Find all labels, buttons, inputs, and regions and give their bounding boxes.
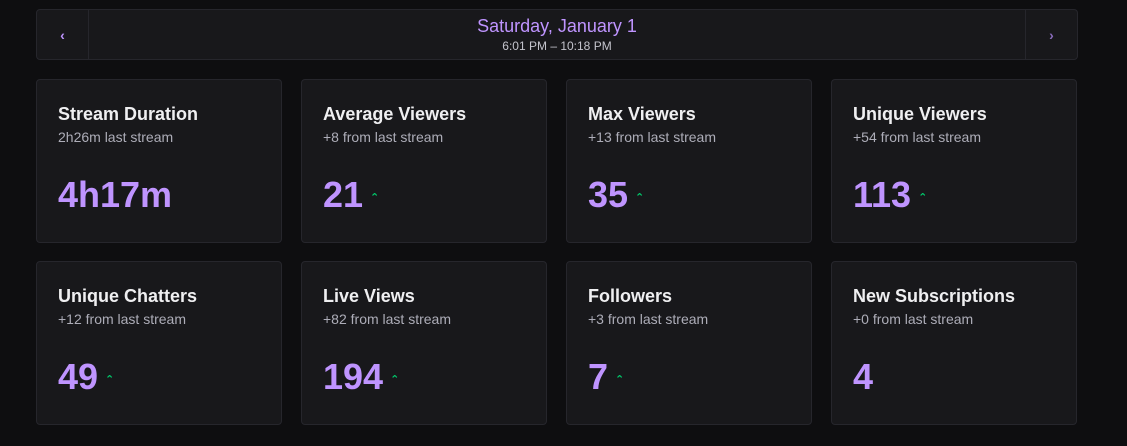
stat-comparison: +82 from last stream [323,311,451,327]
stat-title: Max Viewers [588,104,696,124]
next-stream-button[interactable]: › [1025,10,1077,59]
stat-comparison: +13 from last stream [588,129,716,145]
stat-comparison: +3 from last stream [588,311,709,327]
previous-stream-button[interactable]: ‹ [37,10,89,59]
stat-title: Average Viewers [323,104,467,124]
stat-value: 21 [323,174,364,215]
stat-comparison: +0 from last stream [853,311,974,327]
trend-up-icon: ⌃ [918,192,928,204]
stat-title: New Subscriptions [853,286,1016,306]
stat-value: 7 [588,356,609,397]
date-navigator: ‹ Saturday, January 1 6:01 PM – 10:18 PM… [36,9,1078,60]
stat-card-average-viewers: Average Viewers +8 from last stream 21 ⌃ [301,79,547,243]
stream-date: Saturday, January 1 [477,16,637,36]
stat-card-new-subscriptions: New Subscriptions +0 from last stream 4 [831,261,1077,425]
date-display: Saturday, January 1 6:01 PM – 10:18 PM [89,10,1025,59]
stat-comparison: 2h26m last stream [58,129,174,145]
stat-card-followers: Followers +3 from last stream 7 ⌃ [566,261,812,425]
trend-up-icon: ⌃ [390,374,400,386]
stat-card-max-viewers: Max Viewers +13 from last stream 35 ⌃ [566,79,812,243]
stat-value: 4 [853,356,874,397]
trend-up-icon: ⌃ [105,374,115,386]
stat-value: 194 [323,356,384,397]
stat-comparison: +54 from last stream [853,129,981,145]
chevron-left-icon: ‹ [60,26,65,43]
stat-title: Stream Duration [58,104,199,124]
stats-grid: Stream Duration 2h26m last stream 4h17m … [36,79,1078,425]
stat-value: 113 [853,174,912,215]
stat-title: Live Views [323,286,415,306]
stream-time-range: 6:01 PM – 10:18 PM [502,39,612,53]
stat-value: 35 [588,174,629,215]
stat-comparison: +8 from last stream [323,129,444,145]
stat-comparison: +12 from last stream [58,311,186,327]
trend-up-icon: ⌃ [370,192,380,204]
chevron-right-icon: › [1049,26,1054,43]
trend-up-icon: ⌃ [615,374,625,386]
stat-value: 4h17m [58,174,173,215]
stat-card-unique-chatters: Unique Chatters +12 from last stream 49 … [36,261,282,425]
stat-title: Unique Viewers [853,104,987,124]
stat-card-stream-duration: Stream Duration 2h26m last stream 4h17m [36,79,282,243]
stat-title: Unique Chatters [58,286,198,306]
stat-value: 49 [58,356,99,397]
trend-up-icon: ⌃ [635,192,645,204]
stat-title: Followers [588,286,673,306]
stat-card-unique-viewers: Unique Viewers +54 from last stream 113 … [831,79,1077,243]
stat-card-live-views: Live Views +82 from last stream 194 ⌃ [301,261,547,425]
